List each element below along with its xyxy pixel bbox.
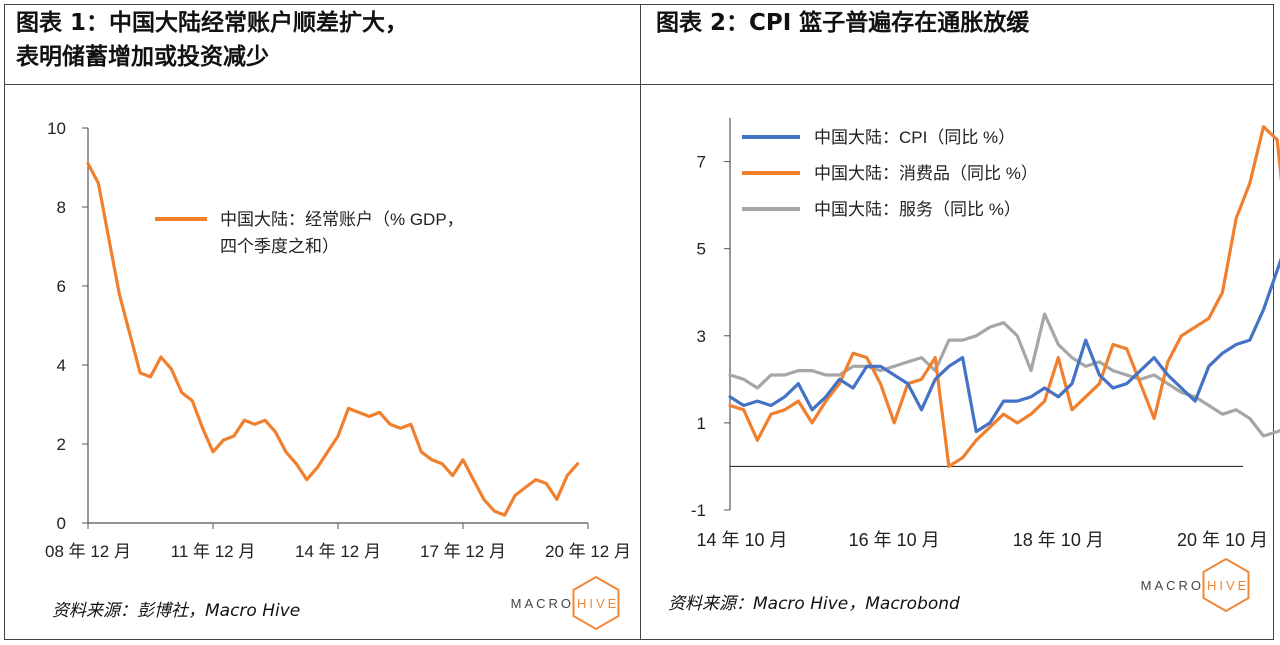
y-tick-label: 1: [697, 414, 706, 433]
current-account-chart: 0 2 4 6 8 10 08 年 12 月 11 年 12 月 14 年 12 月 17 年 1…: [45, 119, 631, 561]
left-title-line1: 图表 1：中国大陆经常账户顺差扩大，: [16, 10, 409, 36]
x-tick-label: 11 年 12 月: [171, 542, 256, 561]
series-line: [728, 125, 1280, 468]
x-tick-label: 20 年 12 月: [545, 542, 631, 561]
logo-text-macro: MACRO: [511, 596, 574, 611]
left-title-line2: 表明储蓄增加或投资减少: [16, 44, 269, 70]
logo-text-hive: HIVE: [1207, 578, 1249, 593]
x-tick-label: 17 年 12 月: [420, 542, 506, 561]
y-tick-label: 3: [697, 327, 706, 346]
x-tick-label: 14 年 10 月: [696, 530, 787, 550]
x-tick-label: 16 年 10 月: [849, 530, 940, 550]
macrohive-logo-left: MACRO HIVE: [511, 575, 620, 631]
x-tick-label: 18 年 10 月: [1013, 530, 1104, 550]
legend-label-line1: 中国大陆：经常账户（% GDP，: [220, 210, 464, 229]
series-line: [728, 257, 1280, 434]
left-chart-title: 图表 1：中国大陆经常账户顺差扩大， 表明储蓄增加或投资减少: [16, 6, 616, 74]
macrohive-logo-right: MACRO HIVE: [1141, 557, 1250, 613]
legend-label-line2: 四个季度之和）: [220, 237, 339, 256]
y-tick-label: 4: [57, 356, 66, 375]
right-source-note: 资料来源：Macro Hive，Macrobond: [668, 594, 960, 614]
x-tick-label: 20 年 10 月: [1177, 530, 1268, 550]
y-tick-label: 2: [57, 435, 66, 454]
x-tick-label: 14 年 12 月: [295, 542, 381, 561]
series-line: [728, 312, 1280, 438]
x-tick-label: 08 年 12 月: [45, 542, 131, 561]
y-tick-label: 0: [57, 514, 66, 533]
legend-label: 中国大陆：CPI（同比 %）: [814, 128, 1015, 147]
y-tick-label: 10: [47, 119, 66, 138]
left-source-note: 资料来源：彭博社，Macro Hive: [52, 601, 301, 621]
right-chart-title: 图表 2：CPI 篮子普遍存在通胀放缓: [656, 10, 1030, 36]
hexagon-logo-icon: [1202, 557, 1250, 613]
y-tick-label: 8: [57, 198, 66, 217]
y-tick-label: 6: [57, 277, 66, 296]
legend-label: 中国大陆：服务（同比 %）: [814, 200, 1021, 219]
logo-text-macro: MACRO: [1141, 578, 1204, 593]
hexagon-logo-icon: [572, 575, 620, 631]
legend-label: 中国大陆：消费品（同比 %）: [814, 164, 1038, 183]
logo-text-hive: HIVE: [577, 596, 619, 611]
header-divider: [4, 84, 1274, 85]
y-tick-label: 7: [697, 153, 706, 172]
y-tick-label: 5: [697, 240, 706, 259]
y-tick-label: -1: [691, 501, 706, 520]
panel-divider: [640, 4, 641, 640]
outer-frame: [4, 4, 1274, 640]
series-line-current-account: [86, 162, 580, 517]
